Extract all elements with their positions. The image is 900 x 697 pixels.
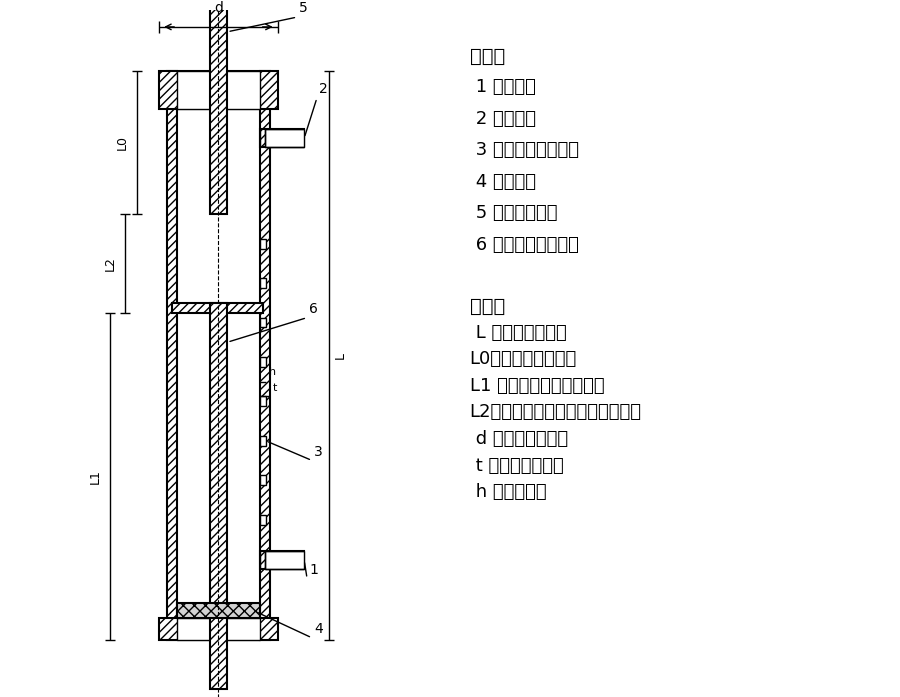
Text: 4: 4 <box>314 622 323 636</box>
Bar <box>260 397 265 406</box>
Text: 尺寸：: 尺寸： <box>470 297 505 316</box>
Text: h 一凸起高度: h 一凸起高度 <box>470 483 546 501</box>
Bar <box>159 618 277 640</box>
Bar <box>159 71 277 109</box>
Bar <box>260 514 265 525</box>
Text: L1: L1 <box>89 469 102 484</box>
Bar <box>260 130 304 147</box>
Text: L0一预制端锚固长度: L0一预制端锚固长度 <box>470 350 577 368</box>
Text: d 一灌浆套筒外径: d 一灌浆套筒外径 <box>470 430 568 448</box>
Bar <box>260 239 265 249</box>
Bar <box>260 475 265 485</box>
Text: L: L <box>334 352 346 359</box>
Text: L2一现场装配端预留钢筋调整长度: L2一现场装配端预留钢筋调整长度 <box>470 404 642 422</box>
Text: 2 一排浆孔: 2 一排浆孔 <box>470 109 536 128</box>
Bar <box>167 71 177 640</box>
Text: h: h <box>269 367 275 377</box>
Text: 4 一橡胶塞: 4 一橡胶塞 <box>470 173 536 191</box>
Bar <box>210 0 228 214</box>
Bar <box>265 130 304 147</box>
Text: 3: 3 <box>314 445 323 459</box>
Text: t 一灌浆套筒壁厚: t 一灌浆套筒壁厚 <box>470 457 563 475</box>
Bar <box>260 357 265 367</box>
Bar <box>260 436 265 445</box>
Text: L1 一现场装配端锚固长度: L1 一现场装配端锚固长度 <box>470 377 604 395</box>
Bar <box>177 71 260 109</box>
Text: 1 一灌浆孔: 1 一灌浆孔 <box>470 78 536 96</box>
Text: t: t <box>273 383 277 394</box>
Text: 说明：: 说明： <box>470 47 505 66</box>
Text: L2: L2 <box>104 256 117 271</box>
Bar <box>260 551 304 569</box>
Bar <box>210 302 228 689</box>
Bar <box>265 551 304 569</box>
Text: d: d <box>214 1 223 15</box>
Text: L0: L0 <box>116 135 129 150</box>
Text: 3 一凸起（剪力槽）: 3 一凸起（剪力槽） <box>470 141 579 159</box>
Bar <box>260 71 270 640</box>
Text: L 一灌浆套筒总长: L 一灌浆套筒总长 <box>470 323 566 342</box>
Bar <box>260 278 265 288</box>
Text: 6: 6 <box>309 302 318 316</box>
Text: 2: 2 <box>319 82 328 96</box>
Bar <box>177 604 260 618</box>
Bar <box>177 618 260 640</box>
Text: 1: 1 <box>309 562 318 577</box>
Text: 5 一预制端钢筋: 5 一预制端钢筋 <box>470 204 557 222</box>
Bar <box>172 302 263 313</box>
Text: 6 一现场装配端钢筋: 6 一现场装配端钢筋 <box>470 236 579 254</box>
Text: 5: 5 <box>299 1 308 15</box>
Bar <box>260 318 265 328</box>
